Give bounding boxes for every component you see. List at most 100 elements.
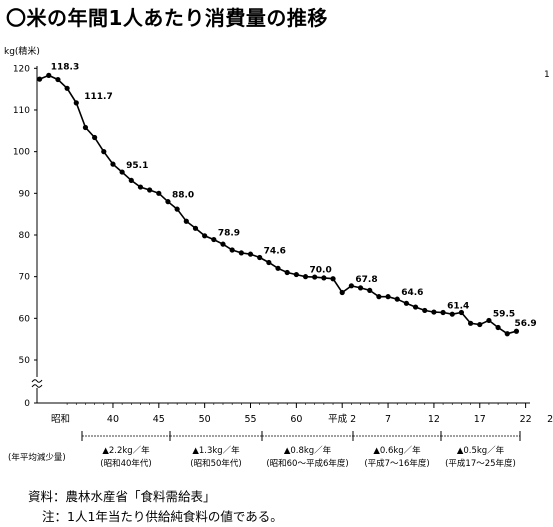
data-label: 111.7	[84, 92, 112, 102]
data-point	[55, 76, 61, 83]
y-axis-break-mark	[31, 379, 43, 388]
y-tick-label: 70	[19, 273, 31, 283]
data-point	[440, 309, 446, 316]
period-rate: ▲0.5kg／年	[457, 445, 505, 456]
data-label: 70.0	[310, 266, 332, 276]
data-point	[110, 161, 116, 167]
period-rate: ▲0.8kg／年	[284, 445, 332, 456]
data-point	[449, 311, 455, 317]
x-tick-label: 25	[547, 414, 553, 425]
side-number: 1	[544, 70, 550, 80]
period-range: (平成7～16年度)	[364, 458, 429, 469]
data-point	[467, 320, 474, 326]
x-tick-label: 22	[520, 414, 532, 425]
data-point	[247, 251, 254, 257]
y-tick-label: 90	[19, 189, 31, 199]
data-point	[46, 72, 52, 78]
x-tick-label: 7	[385, 414, 391, 425]
y-tick-label: 50	[19, 356, 31, 366]
period-range: (平成17～25年度)	[445, 458, 516, 469]
period-annotation: ▲0.8kg／年 (昭和60～平成6年度)	[261, 431, 354, 469]
series-line	[39, 74, 517, 335]
data-point	[348, 283, 354, 289]
period-rate: ▲0.6kg／年	[373, 445, 421, 456]
y-tick-label: 120	[13, 64, 30, 74]
data-point	[165, 199, 171, 205]
data-point	[357, 285, 364, 291]
period-range: (昭和40年代)	[100, 458, 151, 469]
x-tick-label: 50	[199, 414, 211, 425]
note-text: 注：1人1年当たり供給純食料の値である。	[42, 509, 283, 524]
period-rate: ▲1.3kg／年	[192, 445, 240, 456]
data-point	[312, 274, 318, 280]
data-point	[504, 331, 510, 337]
data-point	[147, 187, 153, 193]
data-point	[266, 259, 272, 266]
data-point	[64, 85, 70, 91]
data-point	[284, 269, 290, 276]
data-point	[477, 321, 483, 328]
period-label: (年平均減少量)	[8, 452, 66, 463]
y-axis: 0 50 60 70 80 90 100 110 120	[13, 64, 43, 409]
data-point	[220, 241, 226, 247]
data-point	[128, 177, 134, 184]
x-tick-label: 12	[428, 414, 440, 425]
x-tick-label: 55	[244, 414, 256, 425]
data-point	[394, 296, 400, 302]
data-point	[431, 309, 437, 315]
data-point	[192, 225, 199, 231]
x-tick-label: 17	[474, 414, 486, 425]
data-label: 61.4	[447, 301, 469, 311]
data-point	[211, 236, 217, 243]
data-point	[486, 317, 492, 324]
source-text: 資料：農林水産省「食料需給表」	[28, 489, 216, 504]
data-point	[92, 134, 98, 141]
data-point	[367, 287, 373, 294]
x-axis: 昭和 40 45 50 55 60 平成 2 7 12 17 22 25	[37, 402, 553, 425]
data-point	[339, 289, 345, 296]
data-point	[137, 184, 144, 190]
period-annotations: ▲2.2kg／年 (昭和40年代) ▲1.3kg／年 (昭和50年代) ▲0.8kg／年…	[81, 431, 521, 469]
data-point	[330, 276, 336, 282]
data-point	[275, 265, 281, 271]
data-label: 56.9	[514, 319, 536, 329]
page-title: 〇米の年間1人あたり消費量の推移	[6, 6, 328, 30]
rice-consumption-chart: kg(精米) 0 50 60 70 80 90 100 110 120 昭和 40 45 50 55 60…	[4, 45, 553, 469]
x-tick-label: 昭和	[51, 414, 70, 425]
data-point	[202, 233, 208, 239]
period-annotation: ▲0.6kg／年 (平成7～16年度)	[352, 431, 442, 469]
data-point	[229, 247, 235, 253]
period-annotation: ▲1.3kg／年 (昭和50年代)	[169, 431, 263, 469]
data-point	[321, 275, 327, 281]
data-label: 67.8	[355, 275, 377, 285]
period-rate: ▲2.2kg／年	[102, 445, 150, 456]
data-points	[37, 72, 520, 337]
x-tick-label: 40	[107, 414, 119, 425]
y-tick-label: 80	[19, 231, 31, 241]
data-point	[422, 307, 428, 314]
data-point	[302, 274, 309, 280]
y-tick-label: 60	[19, 314, 31, 324]
data-point	[293, 271, 299, 278]
y-axis-label: kg(精米)	[4, 45, 40, 57]
data-point	[495, 324, 501, 331]
period-range: (昭和50年代)	[190, 458, 241, 469]
data-point	[238, 250, 244, 256]
x-tick-label: 60	[290, 414, 302, 425]
data-label: 88.0	[172, 191, 194, 201]
data-point	[458, 309, 465, 316]
data-labels: 118.3 111.7 95.1 88.0 78.9 74.6 70.0 67.8 64.6 61…	[51, 62, 537, 329]
data-label: 74.6	[264, 246, 286, 256]
data-point	[412, 304, 419, 310]
period-range: (昭和60～平成6年度)	[266, 458, 348, 469]
data-point	[513, 328, 520, 334]
data-point	[183, 218, 189, 224]
data-point	[73, 100, 79, 106]
data-label: 64.6	[401, 288, 423, 298]
x-tick-label: 45	[153, 414, 165, 425]
data-point	[257, 254, 263, 261]
x-tick-label: 平成 2	[328, 413, 356, 425]
data-point	[156, 190, 162, 196]
data-point	[82, 124, 89, 131]
data-point	[174, 206, 180, 212]
